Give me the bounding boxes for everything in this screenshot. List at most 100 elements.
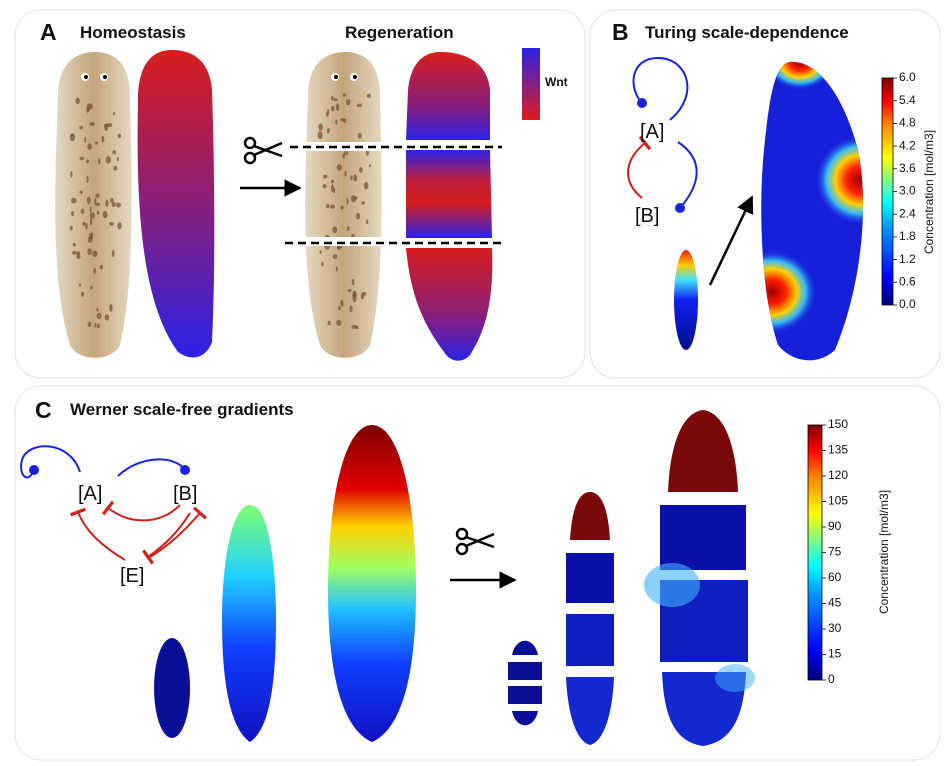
spot [361, 201, 365, 204]
spot [358, 133, 362, 139]
spot [337, 164, 342, 170]
pupil [103, 75, 107, 79]
spot [87, 143, 91, 150]
panel-title: Regeneration [345, 23, 454, 42]
spot [343, 153, 345, 158]
spot [340, 118, 345, 121]
spot [356, 325, 359, 329]
colorbar-tick-label: 60 [828, 570, 842, 584]
spot [105, 314, 110, 320]
pupil [334, 75, 338, 79]
spot [359, 167, 363, 173]
spot [331, 184, 334, 192]
spot [91, 232, 93, 240]
spot [112, 202, 116, 207]
panel-title: Homeostasis [80, 23, 186, 42]
colorbar-tick-label: 1.2 [899, 252, 916, 266]
spot [79, 157, 84, 161]
spot [330, 204, 335, 208]
spot [103, 211, 108, 219]
small-domain [674, 250, 698, 350]
colorbar-tick-label: 105 [828, 494, 848, 508]
spot [104, 123, 108, 131]
cut-medium [566, 492, 614, 745]
spot [351, 234, 355, 237]
spot [333, 254, 338, 259]
panel-label: B [612, 19, 629, 45]
colorbar-tick-label: 3.0 [899, 184, 916, 198]
colorbar-tick-label: 0 [828, 672, 835, 686]
spot [95, 141, 98, 144]
colorbar-tick-label: 135 [828, 443, 848, 457]
spot [79, 126, 83, 129]
small-domain [154, 638, 190, 738]
spot [95, 203, 100, 207]
spot [331, 180, 334, 184]
colorbar-tick-label: 15 [828, 647, 842, 661]
colorbar-tick-label: 90 [828, 519, 842, 533]
spot [85, 223, 88, 230]
worm-homeostasis [55, 52, 132, 358]
spot [112, 250, 115, 257]
node-label: [A] [78, 483, 102, 505]
spot [81, 292, 84, 297]
colorbar-tick-label: 30 [828, 621, 842, 635]
spot [98, 158, 100, 165]
spot [328, 321, 331, 326]
spot [353, 174, 357, 181]
node-label: [A] [640, 121, 664, 143]
spot [318, 131, 323, 139]
spot [335, 120, 337, 125]
spot [320, 250, 322, 254]
spot [117, 222, 121, 229]
spot [338, 306, 341, 310]
spot [97, 323, 100, 328]
spot [344, 171, 346, 177]
spot [336, 320, 341, 326]
wnt-fragment [406, 150, 492, 238]
panel-label: A [40, 19, 57, 45]
panel-title: Turing scale-dependence [645, 23, 849, 42]
spot [79, 283, 82, 286]
colorbar-tick-label: 75 [828, 545, 842, 559]
colorbar-tick-label: 45 [828, 596, 842, 610]
spot [86, 176, 88, 184]
spot [76, 251, 80, 255]
spot [340, 300, 343, 307]
spot [71, 198, 77, 204]
spot [321, 262, 323, 267]
spot [93, 268, 96, 274]
spot [100, 265, 103, 270]
spot [340, 206, 343, 210]
spot [113, 166, 117, 171]
colorbar-tick-label: 0.6 [899, 274, 916, 288]
spot [347, 226, 349, 231]
spot [369, 164, 371, 167]
pupil [353, 75, 357, 79]
node-label: [B] [635, 205, 659, 227]
spot [82, 222, 85, 226]
colorbar-label: Concentration [mol/m3] [922, 130, 936, 254]
colorbar-tick-label: 4.2 [899, 138, 916, 152]
large-domain [328, 425, 416, 742]
spot [90, 212, 95, 219]
panel-c-frame [15, 386, 940, 760]
spot [346, 198, 348, 205]
worm-body [305, 52, 382, 358]
spot [75, 98, 80, 104]
wnt-legend [522, 48, 540, 120]
colorbar-tick-label: 150 [828, 417, 848, 431]
spot [336, 103, 339, 111]
cut-gap [300, 237, 390, 246]
spot [106, 156, 111, 164]
spot [348, 289, 352, 292]
spot [87, 248, 92, 255]
spot [318, 123, 323, 130]
spot [105, 200, 108, 208]
spot [361, 294, 364, 300]
spot [101, 136, 104, 143]
spot [117, 157, 119, 162]
spot [113, 112, 115, 115]
colorbar [882, 78, 893, 305]
spot [79, 191, 82, 194]
